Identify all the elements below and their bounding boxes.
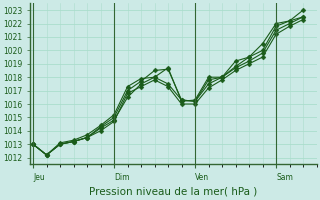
X-axis label: Pression niveau de la mer( hPa ): Pression niveau de la mer( hPa ) xyxy=(89,187,258,197)
